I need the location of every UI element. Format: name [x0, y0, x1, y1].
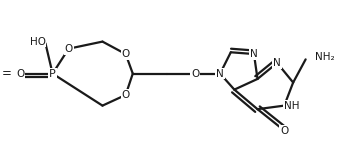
Text: O: O	[121, 90, 130, 100]
Text: N: N	[216, 69, 224, 79]
Text: N: N	[250, 49, 258, 59]
Text: O: O	[191, 69, 199, 79]
Text: O: O	[16, 69, 25, 79]
Text: HO: HO	[30, 37, 45, 47]
Text: N: N	[273, 58, 281, 68]
Text: NH: NH	[284, 101, 300, 111]
Text: O: O	[121, 49, 130, 59]
Text: O: O	[64, 44, 73, 54]
Text: NH₂: NH₂	[315, 51, 334, 62]
Text: =: =	[2, 67, 12, 80]
Text: P: P	[49, 69, 56, 79]
Text: O: O	[280, 126, 289, 135]
